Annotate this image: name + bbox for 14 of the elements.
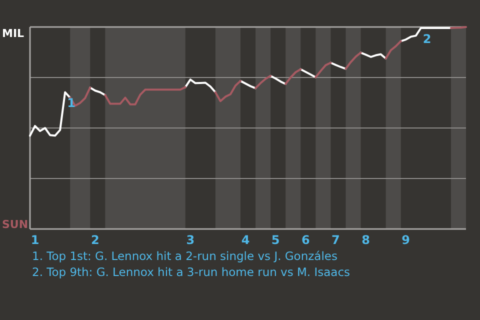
annotation: 2 bbox=[422, 32, 432, 46]
x-tick-label: 2 bbox=[90, 233, 100, 247]
x-tick-label: 3 bbox=[186, 233, 195, 247]
x-tick-label: 5 bbox=[271, 233, 280, 247]
x-tick-label: 4 bbox=[241, 233, 250, 247]
text: MIL bbox=[2, 27, 24, 40]
x-tick-label: 8 bbox=[362, 233, 370, 247]
text: 2. Top 9th: G. Lennox hit a 3-run home run vs M. Isaacs bbox=[32, 265, 350, 279]
text: SUN bbox=[2, 218, 28, 231]
x-tick-label: 6 bbox=[301, 233, 310, 247]
x-tick-label: 7 bbox=[332, 233, 340, 247]
x-tick-label: 9 bbox=[402, 233, 410, 247]
x-tick-label: 1 bbox=[30, 233, 40, 247]
text: 1. Top 1st: G. Lennox hit a 2-run single vs J. Gonzáles bbox=[32, 249, 338, 263]
